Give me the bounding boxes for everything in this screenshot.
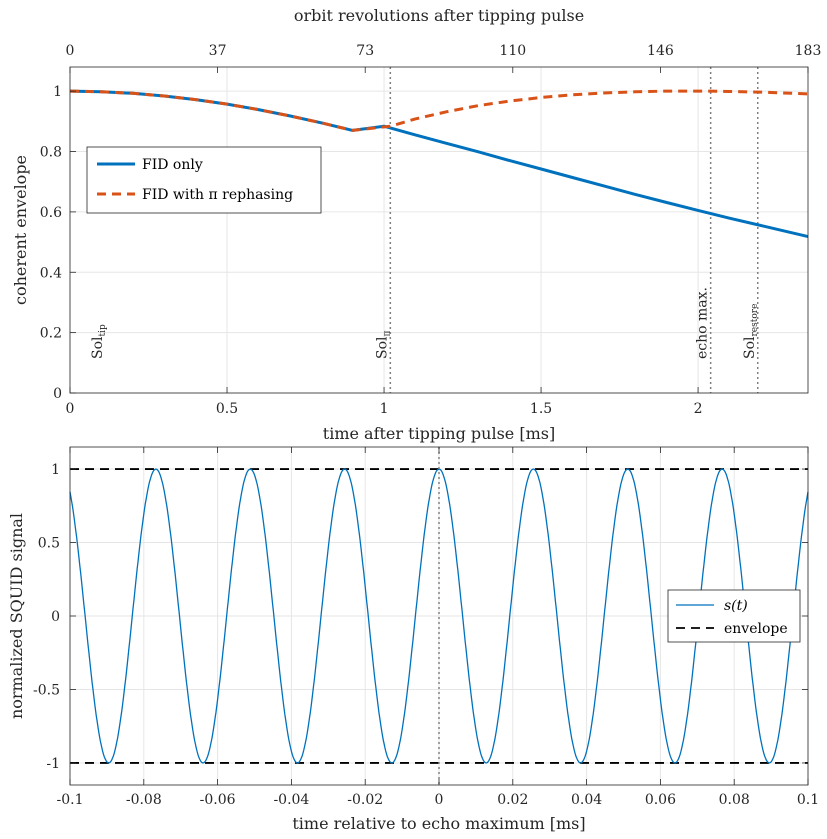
top-x-axis-label: time after tipping pulse [ms] [323,424,555,443]
top-y-tick-label: 0.4 [40,265,62,281]
bottom-x-tick-label: -0.1 [57,792,84,808]
top-x2-tick-label: 146 [647,43,674,59]
top-legend: FID only FID with π rephasing [86,146,322,214]
top-x-tick-label: 1.5 [530,401,552,417]
top-y-tick-label: 0 [53,386,62,402]
bottom-y-tick-label: 1 [51,462,60,478]
top-series-rephasing-line [69,89,809,132]
top-y-tick-label: 1 [53,84,62,100]
bottom-legend-label-envelope: envelope [724,621,788,637]
bottom-x-tick-label: 0.1 [797,792,819,808]
bottom-x-tick-label: 0.02 [497,792,528,808]
bottom-x-tick-label: 0 [435,792,444,808]
top-legend-label-fid: FID only [142,157,203,173]
top-x2-tick-label: 73 [356,43,374,59]
bottom-y-tick-label: -0.5 [33,682,60,698]
top-ticks: 0 0.5 1 1.5 2 0 0.2 0.4 0.6 0.8 1 0 37 73 110 146 183 [40,43,822,417]
top-x-tick-label: 0.5 [216,401,238,417]
top-event-label-subscript: π [382,331,392,337]
top-x-tick-label: 1 [380,401,389,417]
top-x2-axis-label: orbit revolutions after tipping pulse [294,6,584,25]
top-x-tick-label: 0 [66,401,75,417]
bottom-ticks: -0.1 -0.08 -0.06 -0.04 -0.02 0 0.02 0.04 0.06 0.0… [33,447,819,808]
top-axes-box [69,66,809,394]
bottom-y-tick-label: 0 [51,609,60,625]
top-x2-tick-label: 183 [795,43,822,59]
top-y-axis-label: coherent envelope [11,155,30,305]
bottom-chart: -0.1 -0.08 -0.06 -0.04 -0.02 0 0.02 0.04 0.06 0.0… [7,446,819,833]
bottom-x-axis-label: time relative to echo maximum [ms] [292,814,585,833]
top-event-label: echo max. [695,287,711,359]
bottom-y-tick-label: 0.5 [38,536,60,552]
top-event-label-subscript: tip [98,324,108,336]
top-legend-label-rephasing: FID with π rephasing [142,187,293,203]
bottom-y-tick-label: -1 [46,756,60,772]
top-y-tick-label: 0.6 [40,205,62,221]
bottom-x-tick-label: 0.08 [719,792,750,808]
top-event-label-subscript: restore [750,304,760,337]
top-x-tick-label: 2 [694,401,703,417]
bottom-x-tick-label: 0.04 [571,792,602,808]
bottom-y-axis-label: normalized SQUID signal [7,513,26,719]
top-y-tick-label: 0.2 [40,326,62,342]
bottom-x-tick-label: 0.06 [645,792,676,808]
top-series [69,89,809,239]
top-x2-tick-label: 110 [499,43,526,59]
bottom-x-tick-label: -0.06 [200,792,236,808]
top-y-tick-label: 0.8 [40,145,62,161]
bottom-x-tick-label: -0.04 [273,792,309,808]
top-event-label: Solπ [374,331,392,360]
top-x2-tick-label: 0 [66,43,75,59]
bottom-legend: s(t) envelope [667,589,801,643]
bottom-x-tick-label: -0.08 [126,792,162,808]
bottom-legend-box [667,589,801,643]
bottom-legend-label-signal: s(t) [724,598,748,614]
top-legend-box [86,146,322,214]
bottom-series [69,447,809,785]
bottom-x-tick-label: -0.02 [347,792,383,808]
top-x2-tick-label: 37 [209,43,227,59]
